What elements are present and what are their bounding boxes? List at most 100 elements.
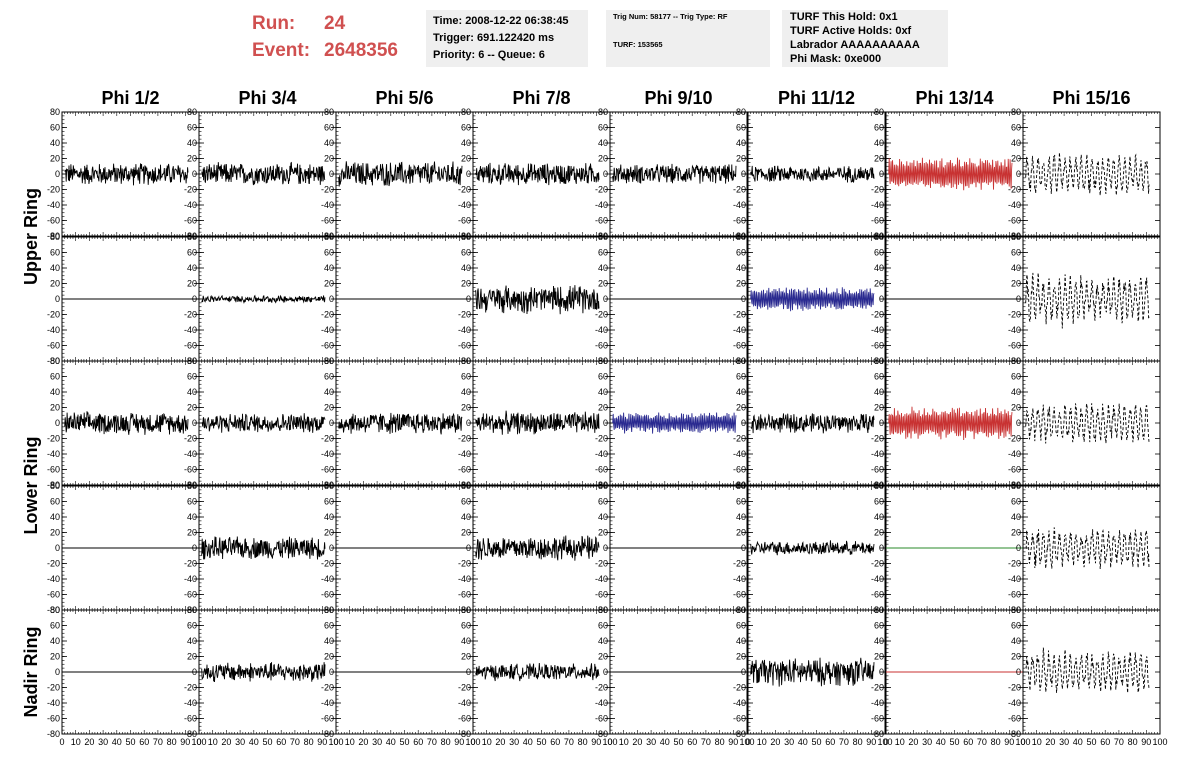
y-tick-label: -60 xyxy=(871,465,884,475)
turf-info-box: TURF This Hold: 0x1 TURF Active Holds: 0… xyxy=(782,10,948,67)
y-tick-label: 0 xyxy=(741,543,746,553)
waveform-trace xyxy=(750,287,875,312)
y-tick-label: 20 xyxy=(324,403,334,413)
priority-text: Priority: 6 -- Queue: 6 xyxy=(433,49,545,61)
y-tick-label: 60 xyxy=(461,497,471,507)
row-group-label: Nadir Ring xyxy=(21,626,41,717)
waveform-trace xyxy=(338,412,463,435)
y-tick-label: 80 xyxy=(1011,356,1021,366)
waveform-panel: 80 60 40 20 0 -20 -40 -60 -80 xyxy=(184,107,337,241)
y-tick-label: -40 xyxy=(733,449,746,459)
y-tick-label: 40 xyxy=(874,138,884,148)
y-tick-label: 0 xyxy=(329,543,334,553)
y-tick-label: 60 xyxy=(736,372,746,382)
y-tick-label: 20 xyxy=(50,403,60,413)
y-tick-label: 40 xyxy=(736,138,746,148)
y-tick-label: 60 xyxy=(598,123,608,133)
y-tick-label: -20 xyxy=(871,310,884,320)
y-tick-label: 20 xyxy=(874,154,884,164)
y-tick-label: -80 xyxy=(47,356,60,366)
y-tick-label: -40 xyxy=(184,200,197,210)
y-tick-label: -60 xyxy=(47,341,60,351)
y-tick-label: -20 xyxy=(595,434,608,444)
y-tick-label: 20 xyxy=(874,403,884,413)
y-tick-label: -60 xyxy=(733,216,746,226)
waveform-panel: 80 60 40 20 0 -20 -40 -60 -80 xyxy=(47,107,200,241)
y-tick-label: 0 xyxy=(603,169,608,179)
y-tick-label: -20 xyxy=(595,310,608,320)
y-tick-label: -40 xyxy=(47,325,60,335)
y-tick-label: 0 xyxy=(55,543,60,553)
y-tick-label: 40 xyxy=(1011,138,1021,148)
y-tick-label: -40 xyxy=(458,200,471,210)
y-tick-label: -40 xyxy=(458,449,471,459)
y-tick-label: -40 xyxy=(595,449,608,459)
y-tick-label: -80 xyxy=(47,480,60,490)
y-tick-label: -60 xyxy=(733,341,746,351)
waveform-panel: 80 60 40 20 0 -20 -40 -60 -80 xyxy=(458,232,611,366)
y-tick-label: 60 xyxy=(187,248,197,258)
waveform-panel: 80 60 40 20 0 -20 -40 -60 -80 xyxy=(47,356,200,490)
y-tick-label: -60 xyxy=(184,465,197,475)
y-tick-label: 0 xyxy=(603,418,608,428)
y-tick-label: 80 xyxy=(598,232,608,242)
y-tick-label: 20 xyxy=(187,279,197,289)
y-tick-label: 80 xyxy=(736,481,746,491)
y-tick-label: 20 xyxy=(1011,154,1021,164)
waveform-trace xyxy=(1025,403,1150,444)
y-tick-label: 60 xyxy=(324,372,334,382)
y-tick-label: 40 xyxy=(874,387,884,397)
y-tick-label: -40 xyxy=(47,200,60,210)
waveform-trace xyxy=(201,294,326,305)
y-tick-label: 0 xyxy=(192,169,197,179)
y-tick-label: -20 xyxy=(184,185,197,195)
y-tick-label: -60 xyxy=(184,341,197,351)
y-tick-label: -40 xyxy=(321,200,334,210)
y-tick-label: -20 xyxy=(321,434,334,444)
waveform-panel: 80 60 40 20 0 -20 -40 -60 -80 xyxy=(871,356,1024,490)
y-tick-label: 60 xyxy=(736,248,746,258)
y-tick-label: 0 xyxy=(741,418,746,428)
row-group-label: Lower Ring xyxy=(21,437,41,535)
y-tick-label: 40 xyxy=(598,387,608,397)
y-tick-label: -40 xyxy=(733,200,746,210)
y-tick-label: -20 xyxy=(595,559,608,569)
y-tick-label: -40 xyxy=(458,574,471,584)
y-tick-label: -40 xyxy=(1008,449,1021,459)
y-tick-label: 20 xyxy=(50,528,60,538)
y-tick-label: 0 xyxy=(879,294,884,304)
waveform-panel: 80 60 40 20 0 -20 -40 -60 -80 xyxy=(871,107,1024,241)
y-tick-label: -40 xyxy=(595,200,608,210)
y-tick-label: 60 xyxy=(1011,123,1021,133)
y-tick-label: 0 xyxy=(55,418,60,428)
waveform-panel: 80 60 40 20 0 -20 -40 -60 -80 xyxy=(321,232,474,366)
column-title: Phi 7/8 xyxy=(512,88,570,108)
trigger-text: Trigger: 691.122420 ms xyxy=(433,32,555,44)
waveform-trace xyxy=(201,161,326,186)
y-tick-label: 0 xyxy=(329,418,334,428)
y-tick-label: 80 xyxy=(187,107,197,117)
waveform-panel: 80 60 40 20 0 -20 -40 -60 -80 xyxy=(733,107,886,241)
event-label: Event: xyxy=(252,40,311,61)
y-tick-label: -60 xyxy=(47,216,60,226)
y-tick-label: 40 xyxy=(461,387,471,397)
waveform-trace xyxy=(750,413,875,434)
y-tick-label: -40 xyxy=(595,574,608,584)
y-tick-label: 20 xyxy=(598,154,608,164)
y-tick-label: 40 xyxy=(736,263,746,273)
y-tick-label: -60 xyxy=(595,590,608,600)
y-tick-label: -80 xyxy=(47,605,60,615)
y-tick-label: 0 xyxy=(879,169,884,179)
y-tick-label: 60 xyxy=(50,497,60,507)
y-tick-label: 20 xyxy=(50,279,60,289)
y-tick-label: -20 xyxy=(184,310,197,320)
waveform-panel: 80 60 40 20 0 -20 -40 -60 -80 xyxy=(47,481,200,615)
y-tick-label: -40 xyxy=(595,325,608,335)
y-tick-label: -20 xyxy=(871,434,884,444)
turf-hold-text: TURF This Hold: 0x1 xyxy=(790,11,898,23)
waveform-trace xyxy=(750,540,875,556)
y-tick-label: 20 xyxy=(187,403,197,413)
y-tick-label: 20 xyxy=(736,403,746,413)
y-tick-label: 0 xyxy=(192,543,197,553)
